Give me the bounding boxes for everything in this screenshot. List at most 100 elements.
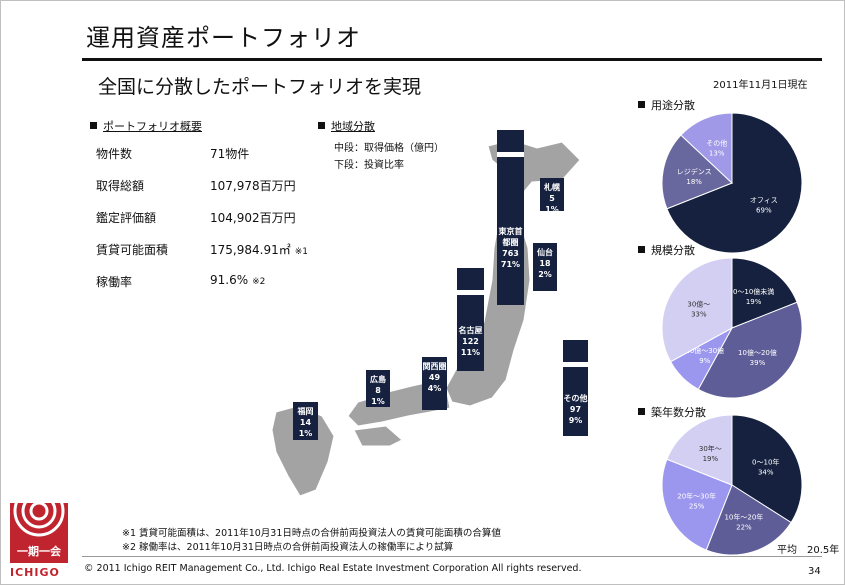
square-bullet-icon <box>638 408 645 415</box>
pie-slice <box>731 257 798 329</box>
pie-slice-value: 39% <box>750 359 766 367</box>
regional-heading: 地域分散 <box>318 118 375 134</box>
pie-slice-label: 10億～20億 <box>738 348 777 357</box>
footnote: ※2 稼働率は、2011年10月31日時点の合併前両投資法人の稼働率により試算 <box>122 542 454 553</box>
overview-value: 91.6% ※2 <box>210 273 266 287</box>
region-bar: 仙台 18 2% <box>533 243 557 291</box>
region-name: 福岡 <box>297 407 314 416</box>
region-name: 広島 <box>370 375 386 384</box>
overview-value: 175,984.91㎡ ※1 <box>210 243 308 257</box>
axis-break-mark <box>563 362 588 367</box>
axis-break-mark <box>497 152 524 157</box>
pie-slice <box>705 484 792 556</box>
overview-label: 鑑定評価額 <box>96 211 157 225</box>
pie-slice-value: 18% <box>686 178 702 186</box>
pie-slice <box>666 112 803 254</box>
region-name: その他 <box>563 393 588 403</box>
pie-slice-label: 10年～20年 <box>724 513 763 522</box>
region-ratio: 1% <box>371 397 385 406</box>
overview-heading: ポートフォリオ概要 <box>90 118 202 134</box>
pie-slice-value: 34% <box>758 468 774 476</box>
overview-value: 71物件 <box>210 147 250 161</box>
pie-slice-value: 22% <box>736 524 752 532</box>
region-value: 14 <box>299 418 312 427</box>
age-pie-chart: 0～10年 34% 10年～20年 22% 20年～30年 25% 30年～ 19% <box>661 414 803 556</box>
square-bullet-icon <box>318 122 325 129</box>
size-pie-chart: 0～10億未満 19% 10億～20億 39% 20億～30億 9% 30億～ 33% <box>661 257 803 399</box>
pie-slice-label: 30年～ <box>699 444 722 453</box>
pie-slice <box>661 458 733 551</box>
pie-slice-label: レジデンス <box>677 167 712 176</box>
pie-slice-value: 9% <box>699 357 710 365</box>
overview-label: 物件数 <box>96 147 133 161</box>
region-bar: 福岡 14 1% <box>293 402 318 440</box>
svg-text:一期一会: 一期一会 <box>17 544 62 558</box>
pie-slice-label: 0～10億未満 <box>733 287 774 296</box>
overview-value: 107,978百万円 <box>210 179 296 193</box>
pie-slice <box>666 414 733 486</box>
region-bar: 名古屋 122 11% <box>457 268 484 371</box>
pie-slice-value: 25% <box>689 502 705 510</box>
pie-slice <box>661 257 733 363</box>
logo-wordmark: ICHIGO <box>10 566 60 579</box>
use-pie-chart: オフィス 69% レジデンス 18% その他 13% <box>661 112 803 254</box>
region-value: 763 <box>502 249 519 259</box>
region-value: 18 <box>539 259 551 268</box>
region-bar: 東京首都圏 763 71% <box>497 130 524 305</box>
square-bullet-icon <box>90 122 97 129</box>
region-bar: 関西圏 49 4% <box>422 357 447 410</box>
copyright: © 2011 Ichigo REIT Management Co., Ltd. … <box>84 563 582 574</box>
region-value: 8 <box>375 386 381 395</box>
region-ratio: 11% <box>460 347 481 357</box>
pie-slice-label: 30億～ <box>687 299 710 308</box>
ichigo-logo: 一期一会 <box>10 503 68 563</box>
overview-value: 104,902百万円 <box>210 211 296 225</box>
region-name: 名古屋 <box>458 325 483 335</box>
square-bullet-icon <box>638 246 645 253</box>
region-ratio: 1% <box>545 205 559 214</box>
square-bullet-icon <box>638 101 645 108</box>
pie-slice-label: 0～10年 <box>752 457 779 466</box>
title-divider <box>82 58 822 61</box>
region-ratio: 71% <box>500 260 521 270</box>
pie-slice <box>680 112 733 185</box>
page-subtitle: 全国に分散したポートフォリオを実現 <box>98 76 422 98</box>
overview-label: 稼働率 <box>96 275 133 289</box>
pie-slice <box>697 301 803 399</box>
footnote: ※1 賃貸可能面積は、2011年10月31日時点の合併前両投資法人の賃貸可能面積… <box>122 528 501 539</box>
region-ratio: 2% <box>538 270 552 279</box>
page-number: 34 <box>808 566 821 577</box>
region-bar: 札幌 5 1% <box>540 178 564 214</box>
region-name: 札幌 <box>544 183 560 192</box>
as-of-date: 2011年11月1日現在 <box>713 80 808 91</box>
footer-divider <box>82 556 822 557</box>
region-name: 仙台 <box>537 248 553 257</box>
region-value: 5 <box>549 194 555 203</box>
size-pie-heading: 規模分散 <box>638 242 695 258</box>
region-bar: その他 97 9% <box>563 340 588 436</box>
pie-slice-value: 69% <box>756 207 772 215</box>
pie-slice-label: オフィス <box>750 197 778 205</box>
pie-slice-value: 13% <box>709 150 725 158</box>
age-pie-heading: 築年数分散 <box>638 404 706 420</box>
pie-slice-label: 20年～30年 <box>677 491 716 500</box>
region-name: 関西圏 <box>422 362 447 371</box>
page-title: 運用資産ポートフォリオ <box>86 24 361 52</box>
average-age: 平均 20.5年 <box>777 545 840 556</box>
pie-slice-label: その他 <box>706 139 727 148</box>
overview-label: 賃貸可能面積 <box>96 243 169 257</box>
pie-slice-value: 19% <box>703 455 719 463</box>
region-bar: 広島 8 1% <box>366 370 390 407</box>
region-value: 97 <box>569 404 582 414</box>
axis-break-mark <box>457 290 484 295</box>
regional-legend-mid: 中段：取得価格（億円） <box>334 143 444 154</box>
use-pie-heading: 用途分散 <box>638 97 695 113</box>
region-ratio: 9% <box>568 415 583 425</box>
region-ratio: 4% <box>427 384 442 393</box>
region-name: 東京首都圏 <box>498 227 523 248</box>
pie-slice-label: 20億～30億 <box>685 346 724 355</box>
pie-slice <box>661 134 733 210</box>
pie-slice-value: 19% <box>746 298 762 306</box>
region-ratio: 1% <box>298 429 313 438</box>
region-value: 122 <box>462 336 479 346</box>
